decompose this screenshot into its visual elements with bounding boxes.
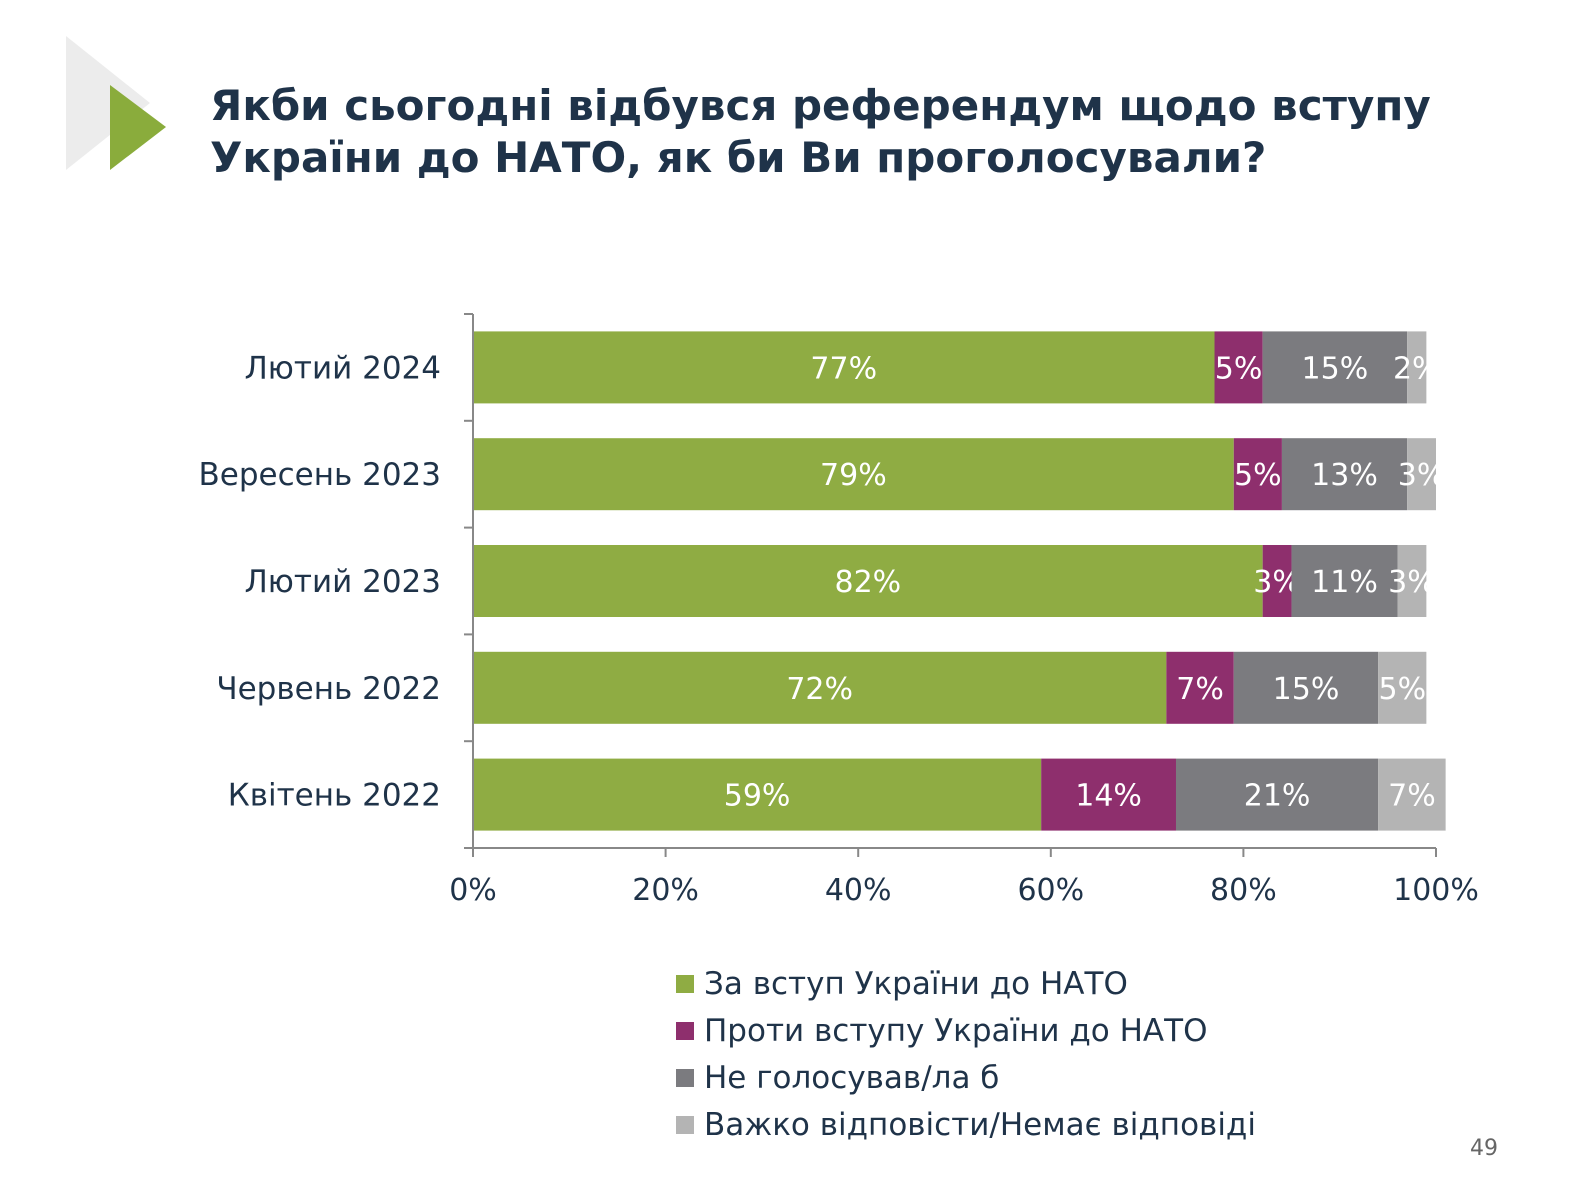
data-label: 59% — [724, 779, 791, 814]
data-label: 14% — [1075, 779, 1142, 814]
bar-segment — [473, 651, 1167, 724]
bar-segment — [1262, 545, 1292, 617]
legend-swatch-hard-to-say — [676, 1115, 694, 1134]
legend-item-would-not-vote: Не голосував/ла б — [676, 1054, 1256, 1101]
category-label: Лютий 2024 — [244, 350, 441, 386]
bar-segment — [473, 438, 1234, 511]
title-line-2: України до НАТО, як би Ви проголосували? — [210, 133, 1267, 182]
bar-segment — [1175, 758, 1379, 831]
bar-segment — [1378, 758, 1446, 831]
data-label: 21% — [1244, 779, 1311, 814]
data-label: 3% — [1398, 458, 1446, 493]
data-label: 7% — [1176, 672, 1224, 707]
legend-label-hard-to-say: Важко відповісти/Немає відповіді — [704, 1106, 1256, 1143]
bar-segment — [1281, 438, 1408, 511]
category-label: Червень 2022 — [216, 671, 441, 707]
legend-item-hard-to-say: Важко відповісти/Немає відповіді — [676, 1101, 1256, 1148]
data-label: 5% — [1215, 351, 1263, 386]
x-tick-label: 80% — [1210, 873, 1277, 908]
bar-segment — [1233, 438, 1282, 511]
page-title: Якби сьогодні відбувся референдум щодо в… — [210, 80, 1510, 184]
x-tick-label: 100% — [1393, 873, 1479, 908]
data-label: 11% — [1311, 565, 1378, 600]
data-label: 13% — [1311, 458, 1378, 493]
category-label: Вересень 2023 — [199, 457, 442, 493]
bar-segment — [1214, 331, 1263, 404]
bar-segment — [1397, 545, 1427, 617]
x-tick-label: 40% — [825, 873, 892, 908]
page-number: 49 — [1470, 1136, 1498, 1161]
legend-swatch-for — [676, 974, 694, 993]
legend-item-against: Проти вступу України до НАТО — [676, 1007, 1256, 1054]
x-tick-label: 60% — [1017, 873, 1084, 908]
bar-segment — [1041, 758, 1176, 831]
data-label: 15% — [1273, 672, 1340, 707]
legend-label-for: За вступ України до НАТО — [704, 965, 1128, 1002]
x-tick-label: 20% — [632, 873, 699, 908]
legend-swatch-would-not-vote — [676, 1068, 694, 1087]
x-tick-label: 0% — [449, 873, 497, 908]
bar-segment — [1407, 438, 1436, 511]
data-label: 7% — [1388, 779, 1436, 814]
data-label: 5% — [1378, 672, 1426, 707]
bar-segment — [1378, 651, 1427, 724]
bar-segment — [473, 758, 1042, 831]
data-label: 82% — [834, 565, 901, 600]
category-label: Квітень 2022 — [228, 778, 441, 814]
category-label: Лютий 2023 — [244, 564, 441, 600]
legend-item-for: За вступ України до НАТО — [676, 960, 1256, 1007]
chart-legend: За вступ України до НАТО Проти вступу Ук… — [676, 960, 1256, 1148]
legend-label-would-not-vote: Не голосував/ла б — [704, 1059, 1000, 1096]
bar-segment — [1407, 331, 1427, 404]
data-label: 5% — [1234, 458, 1282, 493]
data-label: 2% — [1393, 351, 1441, 386]
title-arrow-icon — [66, 36, 166, 170]
data-label: 79% — [820, 458, 887, 493]
bar-segment — [1166, 651, 1234, 724]
bar-segment — [1233, 651, 1379, 724]
data-label: 72% — [786, 672, 853, 707]
bar-segment — [1262, 331, 1408, 404]
legend-label-against: Проти вступу України до НАТО — [704, 1012, 1208, 1049]
data-label: 77% — [810, 351, 877, 386]
bar-segment — [1291, 545, 1398, 617]
bar-segment — [473, 545, 1263, 617]
data-label: 3% — [1388, 565, 1436, 600]
legend-swatch-against — [676, 1021, 694, 1040]
bar-segment — [473, 331, 1215, 404]
data-label: 15% — [1302, 351, 1369, 386]
title-line-1: Якби сьогодні відбувся референдум щодо в… — [210, 81, 1431, 130]
